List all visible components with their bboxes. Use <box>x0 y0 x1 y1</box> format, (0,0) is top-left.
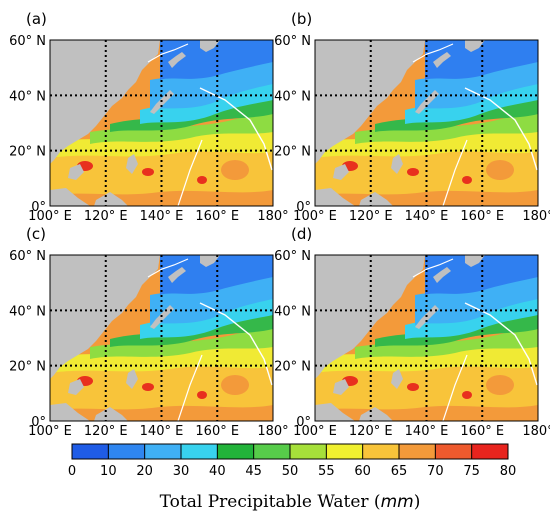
lat-tick-label: 20° N <box>274 145 311 160</box>
panel-label: (b) <box>291 10 312 28</box>
colorbar-segment <box>253 444 291 459</box>
panel-label: (c) <box>26 225 46 243</box>
lon-tick-label: 140° E <box>405 424 449 439</box>
lat-tick-label: 20° N <box>9 145 46 160</box>
colorbar-segment <box>435 444 473 459</box>
colorbar-segment <box>144 444 182 459</box>
lat-tick-label: 60° N <box>274 34 311 49</box>
colorbar-segment <box>471 444 509 459</box>
lat-tick-label: 0° <box>31 415 46 430</box>
colorbar-segment <box>290 444 327 459</box>
colorbar-segment <box>217 444 255 459</box>
colorbar-tick-label: 60 <box>354 464 371 479</box>
colorbar-tick-label: 40 <box>209 464 226 479</box>
lat-tick-label: 40° N <box>274 89 311 104</box>
lon-tick-label: 120° E <box>84 424 128 439</box>
lat-tick-label: 0° <box>31 200 46 215</box>
lon-tick-label: 140° E <box>140 424 184 439</box>
colorbar-segment <box>362 444 400 459</box>
colorbar-tick-label: 70 <box>427 464 444 479</box>
lat-tick-label: 40° N <box>9 89 46 104</box>
lon-tick-label: 100° E <box>293 424 337 439</box>
lon-tick-label: 160° E <box>460 209 504 224</box>
colorbar-tick-label: 75 <box>463 464 480 479</box>
colorbar-segment <box>72 444 109 459</box>
colorbar: 0 10 20 30 40 45 50 55 60 65 70 75 80 Total Precipita… <box>68 443 517 512</box>
colorbar-tick-label: 50 <box>282 464 299 479</box>
lon-tick-label: 160° E <box>460 424 504 439</box>
lon-tick-label: 120° E <box>84 209 128 224</box>
colorbar-tick-label: 30 <box>173 464 190 479</box>
lon-tick-label: 100° E <box>293 209 337 224</box>
colorbar-segment <box>108 444 146 459</box>
colorbar-tick-label: 0 <box>68 464 76 479</box>
colorbar-tick-label: 45 <box>245 464 262 479</box>
lon-tick-label: 180° <box>522 209 550 224</box>
lat-tick-label: 60° N <box>9 249 46 264</box>
lat-tick-label: 20° N <box>274 360 311 375</box>
lat-tick-label: 0° <box>296 200 311 215</box>
lon-tick-label: 140° E <box>140 209 184 224</box>
lon-tick-label: 140° E <box>405 209 449 224</box>
lon-tick-label: 160° E <box>195 209 239 224</box>
colorbar-tick-label: 65 <box>391 464 408 479</box>
lon-tick-label: 180° <box>257 424 288 439</box>
lat-tick-label: 0° <box>296 415 311 430</box>
panel-label: (a) <box>26 10 47 28</box>
lat-tick-label: 40° N <box>274 304 311 319</box>
panel-frame <box>49 254 274 422</box>
colorbar-tick-label: 55 <box>318 464 335 479</box>
lon-tick-label: 100° E <box>28 209 72 224</box>
lon-tick-label: 120° E <box>349 424 393 439</box>
colorbar-tick-label: 10 <box>100 464 117 479</box>
lon-tick-label: 160° E <box>195 424 239 439</box>
colorbar-segment <box>326 444 364 459</box>
panel-frame <box>314 39 539 207</box>
colorbar-segment <box>181 444 218 459</box>
map-panel-b: (b) 60° N 40° N 20° N 0°100° E 120° E 140° E 16… <box>274 10 550 224</box>
map-panel-c: (c) 60° N 40° N 20° N 0°100° E 120° E 140° E 16… <box>9 225 289 439</box>
map-panel-a: (a) 60° N 40° N 20° N 0°100° E 120° E 140° E 16… <box>9 10 289 224</box>
lat-tick-label: 40° N <box>9 304 46 319</box>
lon-tick-label: 100° E <box>28 424 72 439</box>
lat-tick-label: 20° N <box>9 360 46 375</box>
colorbar-tick-label: 20 <box>136 464 153 479</box>
panel-frame <box>49 39 274 207</box>
panel-frame <box>314 254 539 422</box>
colorbar-title: Total Precipitable Water (mm) <box>160 492 421 512</box>
lon-tick-label: 180° <box>522 424 550 439</box>
colorbar-segment <box>399 444 436 459</box>
lat-tick-label: 60° N <box>274 249 311 264</box>
lat-tick-label: 60° N <box>9 34 46 49</box>
lon-tick-label: 120° E <box>349 209 393 224</box>
lon-tick-label: 180° <box>257 209 288 224</box>
map-panel-d: (d) 60° N 40° N 20° N 0°100° E 120° E 140° E 16… <box>274 225 550 439</box>
panel-label: (d) <box>291 225 312 243</box>
colorbar-tick-label: 80 <box>500 464 517 479</box>
